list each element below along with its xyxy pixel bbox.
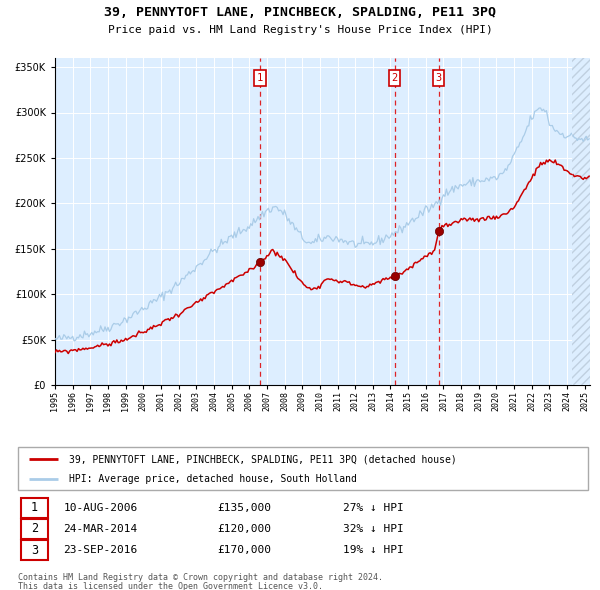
Text: Price paid vs. HM Land Registry's House Price Index (HPI): Price paid vs. HM Land Registry's House … (107, 25, 493, 35)
Text: £120,000: £120,000 (218, 524, 271, 534)
Text: 19% ↓ HPI: 19% ↓ HPI (343, 545, 404, 555)
Text: 39, PENNYTOFT LANE, PINCHBECK, SPALDING, PE11 3PQ (detached house): 39, PENNYTOFT LANE, PINCHBECK, SPALDING,… (70, 454, 457, 464)
Text: 2: 2 (31, 523, 38, 536)
FancyBboxPatch shape (21, 540, 48, 560)
Text: HPI: Average price, detached house, South Holland: HPI: Average price, detached house, Sout… (70, 474, 357, 484)
Text: £135,000: £135,000 (218, 503, 271, 513)
Text: 1: 1 (31, 502, 38, 514)
Text: 2: 2 (391, 73, 398, 83)
Bar (572, 58, 590, 385)
Text: 39, PENNYTOFT LANE, PINCHBECK, SPALDING, PE11 3PQ: 39, PENNYTOFT LANE, PINCHBECK, SPALDING,… (104, 5, 496, 18)
Text: 23-SEP-2016: 23-SEP-2016 (64, 545, 138, 555)
Text: 3: 3 (31, 543, 38, 556)
FancyBboxPatch shape (18, 447, 588, 490)
Text: 27% ↓ HPI: 27% ↓ HPI (343, 503, 404, 513)
Text: This data is licensed under the Open Government Licence v3.0.: This data is licensed under the Open Gov… (18, 582, 323, 590)
Text: 10-AUG-2006: 10-AUG-2006 (64, 503, 138, 513)
Text: 3: 3 (436, 73, 442, 83)
FancyBboxPatch shape (21, 498, 48, 518)
Text: 32% ↓ HPI: 32% ↓ HPI (343, 524, 404, 534)
Text: Contains HM Land Registry data © Crown copyright and database right 2024.: Contains HM Land Registry data © Crown c… (18, 573, 383, 582)
Text: £170,000: £170,000 (218, 545, 271, 555)
FancyBboxPatch shape (21, 519, 48, 539)
Text: 24-MAR-2014: 24-MAR-2014 (64, 524, 138, 534)
Text: 1: 1 (257, 73, 263, 83)
